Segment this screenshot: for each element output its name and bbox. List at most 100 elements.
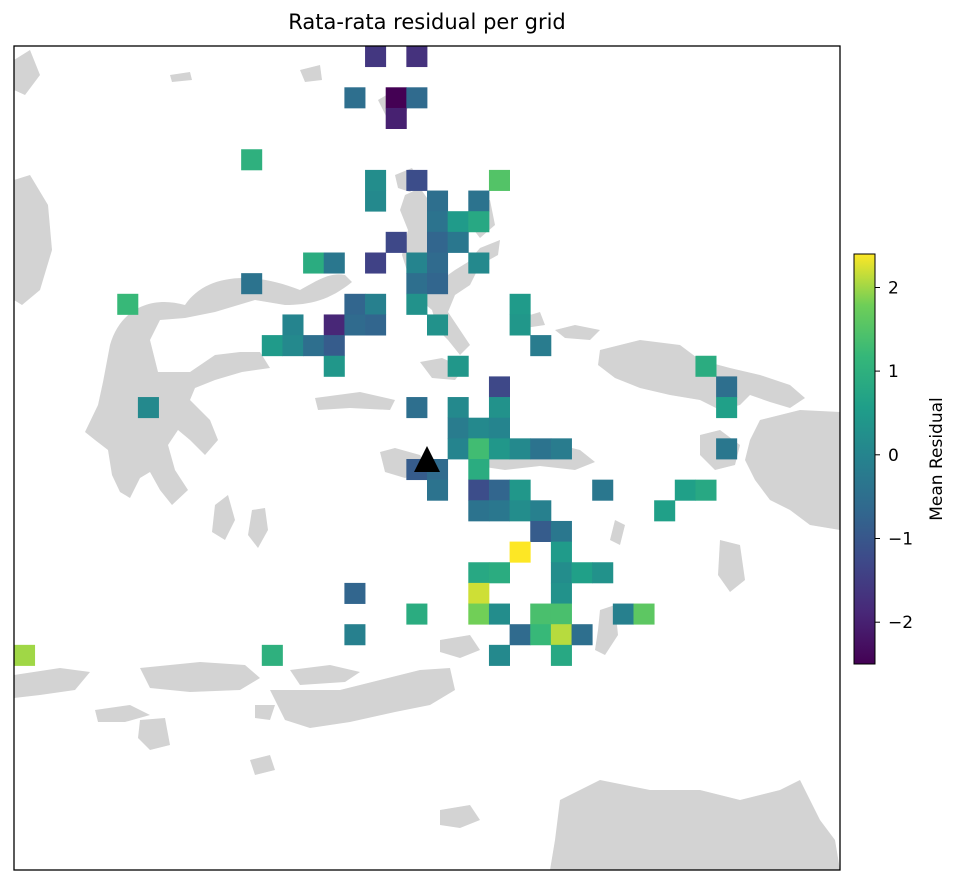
grid-cell (488, 438, 510, 460)
grid-cell (530, 624, 552, 646)
grid-cell (241, 273, 263, 295)
grid-cell (550, 603, 572, 625)
colorbar-tick-label: 2 (888, 279, 899, 299)
grid-cell (468, 252, 490, 274)
grid-cell (468, 190, 490, 212)
grid-cell (344, 87, 366, 109)
grid-cell (406, 293, 428, 315)
grid-cell (488, 397, 510, 419)
grid-cell (530, 603, 552, 625)
map-frame (13, 45, 841, 871)
grid-cell (447, 417, 469, 439)
grid-cell (571, 624, 593, 646)
grid-cell (406, 169, 428, 191)
grid-cell (488, 479, 510, 501)
grid-cell (344, 293, 366, 315)
grid-cell (509, 479, 531, 501)
grid-cell (571, 562, 593, 584)
grid-cell (406, 397, 428, 419)
grid-cell (530, 335, 552, 357)
grid-cell (530, 438, 552, 460)
grid-cell (241, 149, 263, 171)
grid-cell (488, 500, 510, 522)
colorbar-tick-label: 0 (888, 446, 899, 466)
grid-cell (530, 520, 552, 542)
grid-cell (468, 562, 490, 584)
grid-cell (323, 314, 345, 336)
grid-cell (365, 293, 387, 315)
grid-cell (488, 376, 510, 398)
grid-cell (406, 87, 428, 109)
grid-cell (117, 293, 139, 315)
grid-cell (509, 541, 531, 563)
grid-cell (530, 500, 552, 522)
grid-cell (695, 355, 717, 377)
grid-cell (261, 335, 283, 357)
grid-cell (592, 479, 614, 501)
colorbar-label: Mean Residual (926, 397, 947, 521)
grid-cell (509, 293, 531, 315)
map-title: Rata-rata residual per grid (288, 10, 566, 34)
grid-cell (282, 335, 304, 357)
grid-cell (303, 335, 325, 357)
grid-cell (488, 417, 510, 439)
grid-cell (385, 87, 407, 109)
grid-cell (488, 603, 510, 625)
grid-cell (282, 314, 304, 336)
grid-cell (323, 355, 345, 377)
grid-cell (365, 314, 387, 336)
grid-cell (488, 562, 510, 584)
grid-cell (488, 169, 510, 191)
grid-cell (406, 252, 428, 274)
grid-cell (550, 644, 572, 666)
grid-cell (427, 479, 449, 501)
grid-cell (550, 438, 572, 460)
grid-cell (695, 479, 717, 501)
grid-cell (323, 252, 345, 274)
grid-cell (468, 603, 490, 625)
grid-cell (612, 603, 634, 625)
grid-cell (344, 582, 366, 604)
grid-cell (550, 624, 572, 646)
grid-cell (716, 438, 738, 460)
grid-cell (468, 500, 490, 522)
grid-cell (385, 231, 407, 253)
grid-cell (509, 438, 531, 460)
grid-cell (509, 314, 531, 336)
grid-cell (427, 273, 449, 295)
grid-cell (385, 107, 407, 129)
station-triangle-icon (414, 446, 440, 472)
grid-cell (365, 252, 387, 274)
grid-cell (406, 46, 428, 68)
grid-cell (592, 562, 614, 584)
grid-cell (447, 438, 469, 460)
grid-cell (468, 438, 490, 460)
grid-cell (550, 541, 572, 563)
grid-cell (406, 273, 428, 295)
colorbar (853, 253, 876, 665)
grid-cell (716, 397, 738, 419)
grid-cell (447, 231, 469, 253)
grid-cell (447, 355, 469, 377)
grid-cell (447, 211, 469, 233)
grid-cell (509, 500, 531, 522)
grid-cell (674, 479, 696, 501)
grid-cell (406, 603, 428, 625)
grid-cell (550, 520, 572, 542)
grid-cell (716, 376, 738, 398)
grid-cell (468, 582, 490, 604)
grid-cell (468, 459, 490, 481)
grid-cell (323, 335, 345, 357)
grid-cell (365, 169, 387, 191)
grid-cell (344, 314, 366, 336)
grid-cell (14, 644, 36, 666)
grid-cell (654, 500, 676, 522)
grid-cell (550, 562, 572, 584)
grid-cell (365, 46, 387, 68)
grid-cell (365, 190, 387, 212)
grid-cell (427, 231, 449, 253)
grid-cell (427, 211, 449, 233)
colorbar-tick-label: −2 (888, 613, 913, 633)
grid-cell (137, 397, 159, 419)
grid-cell (261, 644, 283, 666)
